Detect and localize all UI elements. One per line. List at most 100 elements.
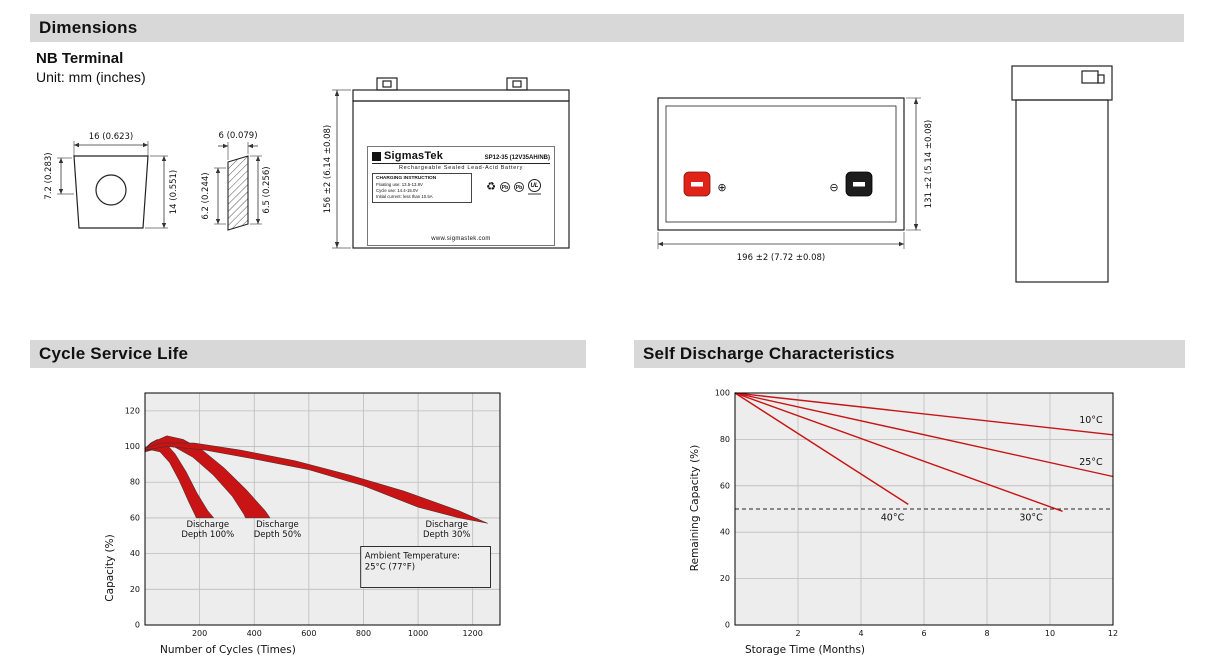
charging-instruction-box: CHARGING INSTRUCTION Floating use: 13.5-… (372, 173, 472, 204)
recycle-icon: ♻ (486, 180, 496, 193)
battery-side-shape (1011, 65, 1113, 283)
svg-text:25°C: 25°C (1079, 457, 1103, 468)
svg-text:1000: 1000 (408, 629, 428, 638)
intro-block: NB Terminal Unit: mm (inches) (36, 50, 146, 86)
cycle-service-life-header: Cycle Service Life (30, 340, 586, 368)
dimensions-title: Dimensions (39, 18, 138, 37)
terminal-side-top-dim: 6 (0.079) (218, 131, 257, 141)
unit-note: Unit: mm (inches) (36, 68, 146, 85)
svg-text:Discharge: Discharge (187, 520, 230, 530)
battery-top-svg: ⊕ ⊖ 196 ±2 (7.72 ±0.08) 131 ±2 (5.14 ±0.… (657, 97, 934, 263)
dimension-lines (214, 142, 262, 225)
svg-text:Discharge: Discharge (425, 520, 468, 530)
sigmastek-logo-icon (372, 151, 381, 161)
svg-text:60: 60 (720, 481, 730, 490)
charging-line-2: Cycle use: 14.4-15.0V (376, 188, 419, 194)
svg-text:100: 100 (715, 389, 730, 398)
cycle-service-life-title: Cycle Service Life (39, 344, 189, 363)
svg-text:25°C (77°F): 25°C (77°F) (365, 562, 415, 572)
svg-text:120: 120 (125, 406, 140, 415)
svg-text:Depth 100%: Depth 100% (181, 530, 234, 540)
charging-line-3: Initial current: less than 10.5A (376, 194, 433, 200)
model-number: SP12-35 (12V35AH/NB) (484, 155, 550, 161)
label-top-row: SigmasTek SP12-35 (12V35AH/NB) (372, 150, 550, 162)
terminal-front-svg: 16 (0.623) 7.2 (0.283) 14 (0.551) (44, 132, 179, 229)
svg-text:200: 200 (192, 629, 207, 638)
svg-text:1200: 1200 (463, 629, 483, 638)
battery-height-dim: 156 ±2 (6.14 ±0.08) (323, 125, 333, 213)
dimension-lines (657, 97, 921, 249)
svg-text:Ambient Temperature:: Ambient Temperature: (365, 551, 460, 561)
label-divider (372, 163, 550, 164)
svg-text:100: 100 (125, 442, 140, 451)
battery-top-shape (657, 97, 905, 231)
self-discharge-title: Self Discharge Characteristics (643, 344, 895, 363)
terminal-front-top-dim: 16 (0.623) (89, 132, 133, 142)
positive-terminal-slot (691, 182, 703, 187)
battery-type-line: Rechargeable Sealed Lead-Acid Battery (398, 165, 524, 171)
svg-text:600: 600 (301, 629, 316, 638)
terminal-side-shape (227, 155, 249, 231)
svg-text:0: 0 (135, 621, 140, 630)
terminal-front-shape (73, 155, 149, 229)
svg-text:12: 12 (1108, 629, 1118, 638)
battery-top-view: ⊕ ⊖ 196 ±2 (7.72 ±0.08) 131 ±2 (5.14 ±0.… (650, 88, 950, 283)
battery-side-view (998, 58, 1133, 303)
battery-front-svg: 156 ±2 (6.14 ±0.08) (323, 77, 570, 249)
terminal-front-drawing: 16 (0.623) 7.2 (0.283) 14 (0.551) (40, 128, 190, 258)
dimension-lines (332, 89, 351, 249)
charging-title: CHARGING INSTRUCTION (376, 176, 437, 181)
battery-front-shape (352, 77, 570, 249)
charging-line-1: Floating use: 13.5-13.8V (376, 182, 423, 187)
dimensions-section-header: Dimensions (30, 14, 1184, 42)
svg-text:400: 400 (247, 629, 262, 638)
svg-text:4: 4 (858, 629, 863, 638)
top-view-height-dim: 131 ±2 (5.14 ±0.08) (924, 120, 934, 208)
terminal-side-right-dim: 6.5 (0.256) (262, 166, 272, 213)
plus-polarity-symbol: ⊕ (717, 181, 726, 194)
dimension-lines (57, 141, 168, 229)
svg-text:800: 800 (356, 629, 371, 638)
ul-icon: UL (527, 179, 541, 192)
svg-text:80: 80 (130, 478, 140, 487)
cycle-service-life-chart-wrap: 200 400 600 800 1000 1200 0 20 40 60 80 100 120 Disch… (60, 378, 580, 669)
svg-text:30°C: 30°C (1019, 513, 1043, 524)
svg-text:Capacity (%): Capacity (%) (104, 534, 116, 601)
svg-text:20: 20 (130, 585, 140, 594)
svg-text:Storage Time (Months): Storage Time (Months) (745, 644, 865, 656)
svg-text:40: 40 (720, 528, 730, 537)
product-label: SigmasTek SP12-35 (12V35AH/NB) Rechargea… (367, 146, 555, 246)
terminal-side-left-dim: 6.2 (0.244) (201, 172, 211, 219)
svg-text:10: 10 (1045, 629, 1055, 638)
certification-icons: ♻ Pb Pb UL (477, 173, 550, 195)
svg-text:60: 60 (130, 513, 140, 522)
cycle-service-life-chart: 200 400 600 800 1000 1200 0 20 40 60 80 100 120 Disch… (104, 392, 501, 656)
minus-polarity-symbol: ⊖ (829, 181, 838, 194)
svg-text:8: 8 (984, 629, 989, 638)
svg-text:Remaining Capacity (%): Remaining Capacity (%) (689, 445, 701, 572)
svg-text:10°C: 10°C (1079, 415, 1103, 426)
terminal-side-drawing: 6 (0.079) 6.2 (0.244) 6.5 (0.256) (198, 128, 278, 258)
ul-file-number-microtext (527, 193, 541, 195)
terminal-side-svg: 6 (0.079) 6.2 (0.244) 6.5 (0.256) (201, 131, 272, 231)
terminal-front-right-dim: 14 (0.551) (169, 170, 179, 214)
svg-text:Number of Cycles (Times): Number of Cycles (Times) (160, 644, 296, 656)
svg-text:2: 2 (795, 629, 800, 638)
svg-text:6: 6 (921, 629, 926, 638)
brand-name: SigmasTek (384, 150, 444, 162)
svg-text:40: 40 (130, 549, 140, 558)
label-middle-row: CHARGING INSTRUCTION Floating use: 13.5-… (372, 173, 550, 236)
negative-terminal-slot (853, 182, 865, 187)
self-discharge-header: Self Discharge Characteristics (634, 340, 1185, 368)
pb-icon-1: Pb (499, 182, 510, 192)
svg-text:80: 80 (720, 435, 730, 444)
website-text: www.sigmastek.com (431, 236, 491, 242)
battery-side-svg (1011, 65, 1113, 283)
top-view-width-dim: 196 ±2 (7.72 ±0.08) (737, 253, 825, 263)
battery-front-view: 156 ±2 (6.14 ±0.08) SigmasTek SP12-35 (1… (323, 68, 595, 258)
svg-text:0: 0 (725, 621, 730, 630)
terminal-front-left-dim: 7.2 (0.283) (44, 152, 54, 199)
self-discharge-chart: 10°C 25°C 30°C 40°C 2 4 6 8 10 12 0 20 40 60 80 100 Stor… (689, 389, 1118, 657)
self-discharge-chart-wrap: 10°C 25°C 30°C 40°C 2 4 6 8 10 12 0 20 40 60 80 100 Stor… (658, 378, 1178, 669)
